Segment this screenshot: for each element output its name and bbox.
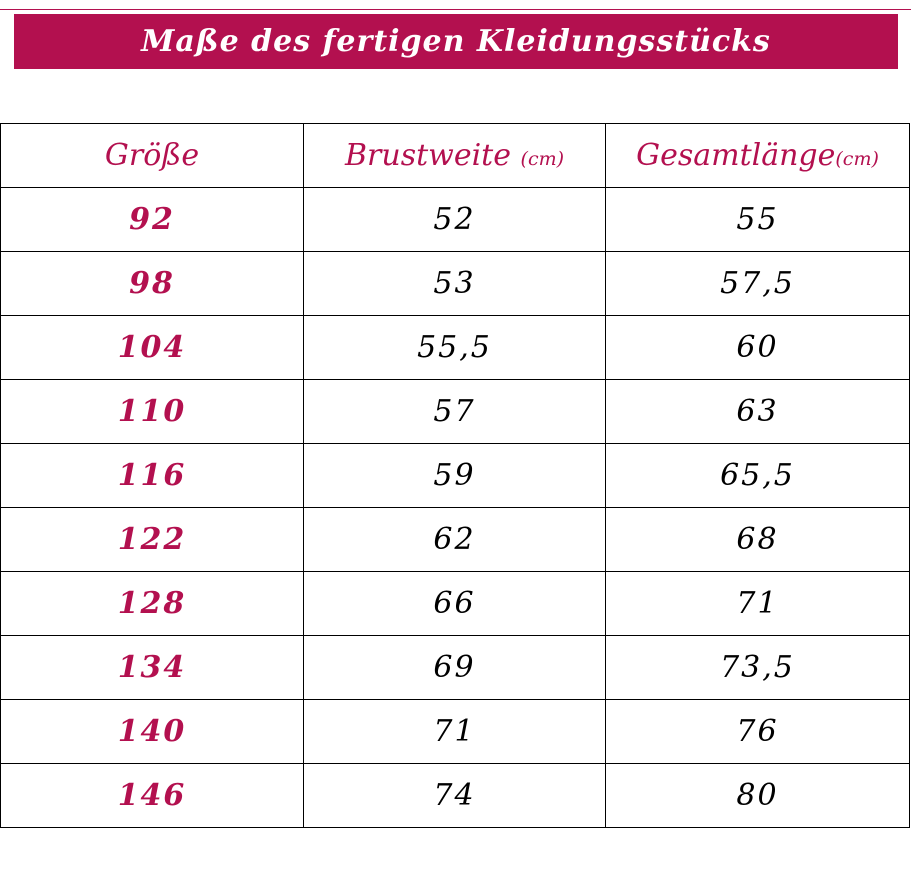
chest-cell: 69 — [303, 635, 606, 700]
header-size: Größe — [0, 123, 304, 188]
chest-cell: 57 — [303, 379, 606, 444]
length-cell: 73,5 — [605, 635, 910, 700]
size-table: Größe Brustweite (cm) Gesamtlänge(cm) 92… — [0, 123, 910, 828]
chest-cell: 74 — [303, 763, 606, 828]
table-row: 104 55,5 60 — [0, 315, 910, 380]
header-length-label: Gesamtlänge — [636, 138, 836, 173]
length-cell: 76 — [605, 699, 910, 764]
table-row: 140 71 76 — [0, 699, 910, 764]
size-cell: 116 — [0, 443, 304, 508]
table-row: 134 69 73,5 — [0, 635, 910, 700]
table-row: 92 52 55 — [0, 187, 910, 252]
length-cell: 55 — [605, 187, 910, 252]
header-length-unit: (cm) — [835, 148, 879, 170]
chest-cell: 59 — [303, 443, 606, 508]
table-row: 110 57 63 — [0, 379, 910, 444]
header-chest: Brustweite (cm) — [303, 123, 606, 188]
chest-cell: 62 — [303, 507, 606, 572]
table-row: 146 74 80 — [0, 763, 910, 828]
chest-cell: 52 — [303, 187, 606, 252]
length-cell: 63 — [605, 379, 910, 444]
table-row: 122 62 68 — [0, 507, 910, 572]
length-cell: 65,5 — [605, 443, 910, 508]
size-cell: 146 — [0, 763, 304, 828]
size-cell: 92 — [0, 187, 304, 252]
length-cell: 60 — [605, 315, 910, 380]
chest-cell: 66 — [303, 571, 606, 636]
top-rule — [0, 9, 911, 10]
length-cell: 71 — [605, 571, 910, 636]
size-cell: 104 — [0, 315, 304, 380]
table-row: 128 66 71 — [0, 571, 910, 636]
chest-cell: 71 — [303, 699, 606, 764]
chest-cell: 53 — [303, 251, 606, 316]
table-row: 98 53 57,5 — [0, 251, 910, 316]
chest-cell: 55,5 — [303, 315, 606, 380]
length-cell: 80 — [605, 763, 910, 828]
header-chest-unit: (cm) — [520, 148, 565, 170]
size-cell: 134 — [0, 635, 304, 700]
header-chest-label: Brustweite — [344, 138, 511, 173]
title-banner: Maße des fertigen Kleidungsstücks — [14, 14, 898, 69]
header-size-label: Größe — [104, 138, 200, 173]
size-cell: 140 — [0, 699, 304, 764]
size-cell: 128 — [0, 571, 304, 636]
size-cell: 122 — [0, 507, 304, 572]
header-length: Gesamtlänge(cm) — [605, 123, 910, 188]
table-header-row: Größe Brustweite (cm) Gesamtlänge(cm) — [0, 123, 910, 188]
page-title: Maße des fertigen Kleidungsstücks — [141, 24, 771, 59]
table-body: 92 52 55 98 53 57,5 104 55,5 60 110 57 63 116 59 65,5 1… — [0, 187, 910, 828]
size-cell: 98 — [0, 251, 304, 316]
size-cell: 110 — [0, 379, 304, 444]
length-cell: 57,5 — [605, 251, 910, 316]
table-row: 116 59 65,5 — [0, 443, 910, 508]
length-cell: 68 — [605, 507, 910, 572]
